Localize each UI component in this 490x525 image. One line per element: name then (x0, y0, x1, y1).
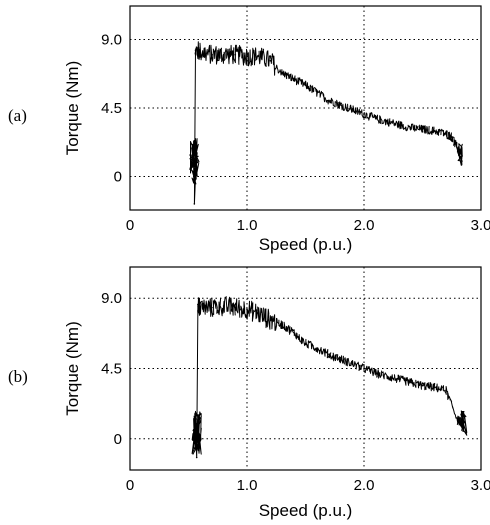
data-point (433, 130, 436, 132)
data-point (193, 203, 196, 205)
data-point (195, 456, 198, 459)
y-axis-title: Torque (Nm) (63, 321, 82, 415)
data-point (199, 306, 201, 309)
data-point (374, 372, 377, 374)
data-point (234, 53, 237, 56)
data-point (363, 113, 365, 115)
data-point (421, 384, 424, 387)
data-point (316, 347, 319, 350)
torque-speed-trace (191, 296, 468, 458)
data-point (211, 306, 213, 309)
data-point (222, 53, 225, 56)
data-point (351, 108, 354, 111)
x-tick-label: 0 (126, 217, 134, 234)
y-axis-title: Torque (Nm) (63, 61, 82, 155)
data-point (456, 148, 459, 150)
data-point (195, 430, 198, 432)
x-tick-label: 3.0 (471, 217, 490, 234)
data-point (450, 136, 453, 138)
x-tick-label: 3.0 (471, 477, 490, 494)
data-point (410, 126, 412, 129)
data-point (386, 375, 389, 378)
data-point (386, 120, 389, 123)
data-point (211, 53, 213, 56)
data-point (410, 381, 412, 384)
data-point (459, 152, 461, 155)
data-point (316, 91, 319, 94)
x-tick-label: 2.0 (354, 217, 375, 234)
data-point (445, 133, 447, 135)
data-point (222, 305, 225, 307)
x-axis-title: Speed (p.u.) (259, 501, 353, 520)
data-point (269, 319, 272, 321)
data-point (462, 422, 465, 424)
data-point (194, 49, 197, 51)
data-point (197, 303, 199, 306)
y-tick-label: 9.0 (101, 31, 122, 48)
data-point (293, 78, 295, 80)
data-point (304, 84, 307, 86)
data-point (445, 389, 447, 392)
data-point (433, 386, 436, 389)
panel-a: 0 1.0 2.0 3.0 0 4.5 9.0 Speed (p.u.) Torque (Nm)… (8, 5, 490, 254)
x-tick-label: 0 (126, 477, 134, 494)
data-point (398, 123, 400, 126)
data-point (246, 55, 248, 58)
data-point (328, 99, 330, 102)
x-axis-title: Speed (p.u.) (259, 235, 353, 254)
y-tick-label: 0 (114, 169, 122, 186)
panel-label: (b) (8, 367, 28, 386)
data-point (199, 50, 201, 53)
data-point (234, 306, 237, 309)
y-tick-label: 4.5 (101, 361, 122, 378)
x-tick-label: 1.0 (237, 217, 258, 234)
data-point (269, 60, 272, 62)
data-point (257, 313, 260, 315)
data-point (281, 323, 283, 326)
data-point (363, 367, 365, 370)
data-point (257, 55, 260, 58)
panel-label: (a) (8, 106, 27, 125)
data-point (281, 72, 283, 74)
x-tick-label: 2.0 (354, 477, 375, 494)
data-point (398, 378, 400, 381)
data-point (304, 342, 307, 345)
x-tick-label: 1.0 (237, 477, 258, 494)
panel-b: 0 1.0 2.0 3.0 0 4.5 9.0 Speed (p.u.) Torque (Nm)… (8, 266, 490, 520)
y-tick-label: 0 (114, 431, 122, 448)
data-point (351, 363, 354, 365)
data-point (293, 331, 295, 334)
data-point (339, 104, 342, 106)
y-tick-label: 4.5 (101, 100, 122, 117)
data-point (339, 358, 342, 360)
data-point (421, 128, 424, 131)
data-point (374, 117, 377, 120)
y-tick-label: 9.0 (101, 290, 122, 307)
torque-speed-trace (189, 41, 463, 205)
data-point (193, 160, 196, 163)
data-point (246, 308, 248, 310)
data-point (456, 419, 459, 421)
data-point (328, 353, 330, 356)
